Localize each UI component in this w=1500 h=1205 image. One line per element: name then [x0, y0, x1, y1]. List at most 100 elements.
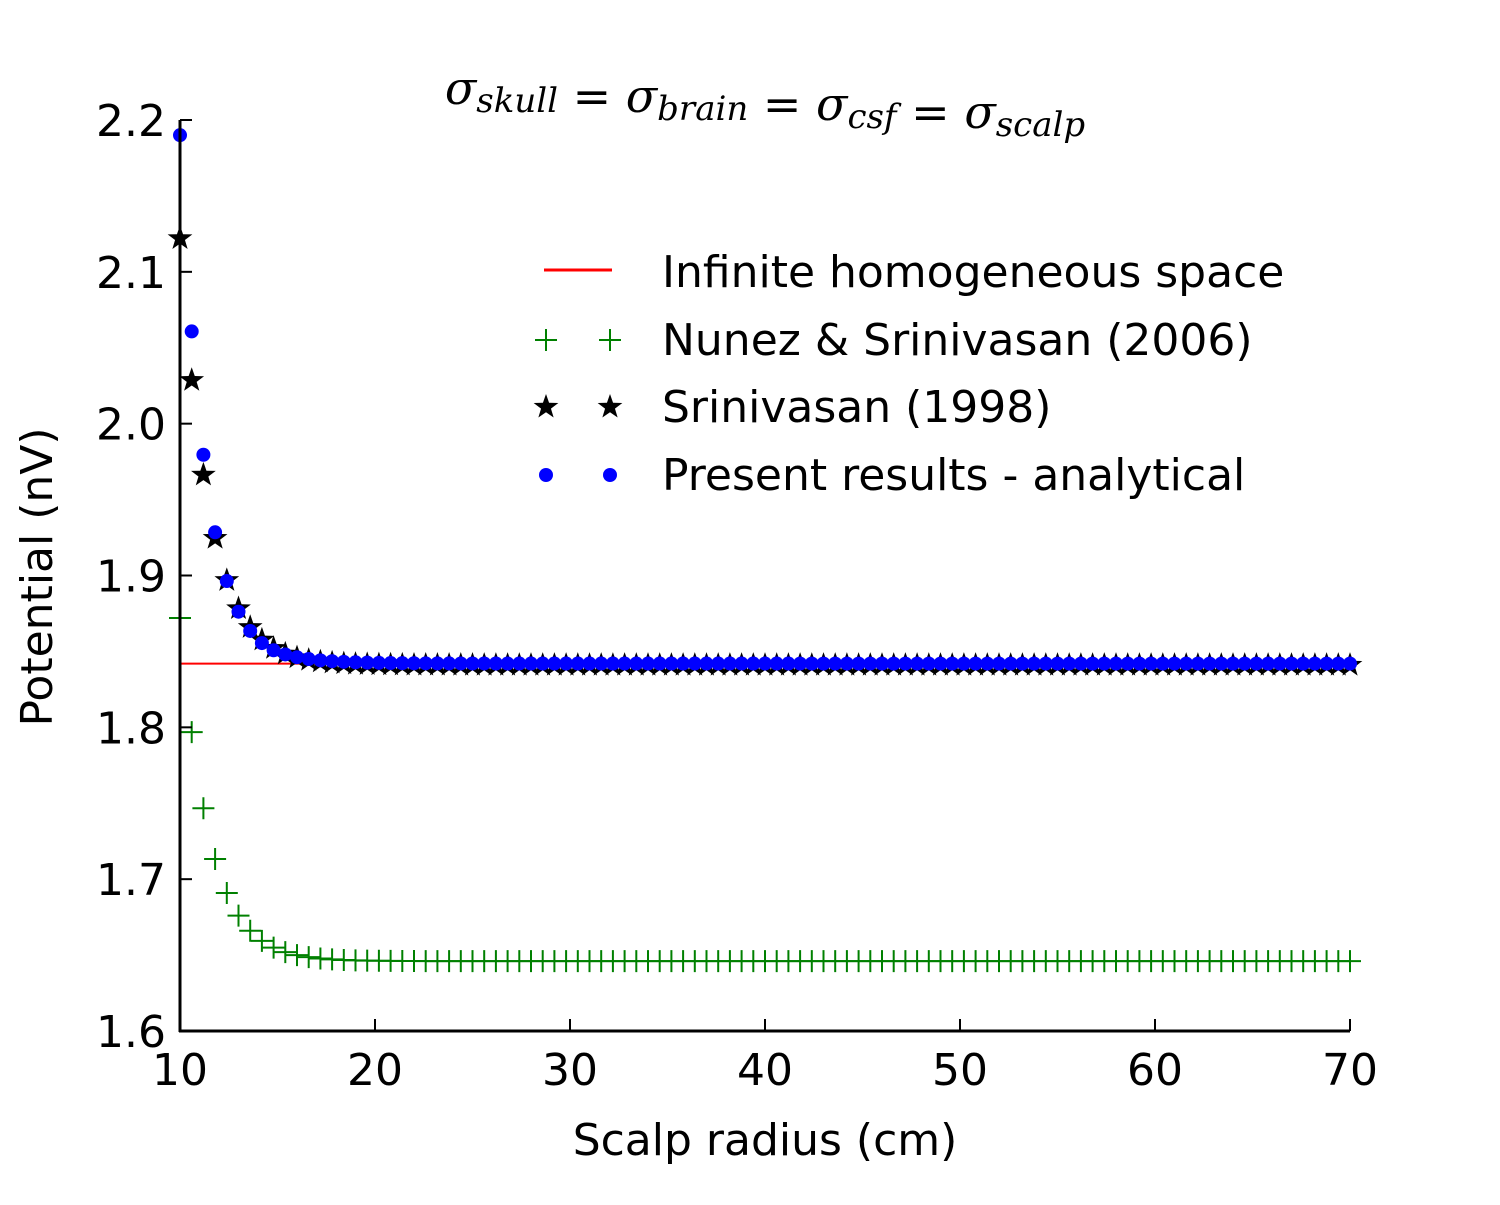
- series-1: [169, 607, 1361, 973]
- data-point: [1343, 656, 1357, 671]
- legend-swatch: [603, 468, 617, 482]
- data-point: [1214, 656, 1229, 671]
- legend-entry: Srinivasan (1998): [533, 382, 1051, 433]
- legend-label: Nunez & Srinivasan (2006): [662, 315, 1253, 366]
- legend-label: Present results - analytical: [662, 450, 1245, 501]
- data-point: [290, 650, 304, 665]
- data-point: [430, 656, 445, 671]
- data-point: [179, 367, 205, 391]
- data-point: [652, 656, 667, 671]
- x-tick-label: 60: [1127, 1045, 1183, 1096]
- data-point: [570, 656, 585, 671]
- data-point: [535, 656, 550, 671]
- data-point: [313, 653, 328, 668]
- data-point: [910, 656, 925, 671]
- data-point: [816, 656, 831, 671]
- data-point: [594, 656, 609, 671]
- y-tick-label: 1.7: [96, 855, 166, 906]
- data-point: [325, 654, 340, 669]
- data-point: [243, 623, 258, 638]
- data-point: [1073, 656, 1088, 671]
- data-point: [1003, 656, 1018, 671]
- legend-swatch: [599, 329, 621, 351]
- data-point: [898, 656, 913, 671]
- data-point: [1097, 656, 1112, 671]
- data-point: [547, 656, 562, 671]
- chart-title-text: σskull = σbrain = σcsf = σscalp: [445, 61, 1085, 145]
- legend-swatch: [597, 394, 623, 418]
- legend: Infinite homogeneous space Nunez & Sriniv…: [533, 247, 1284, 501]
- data-point: [793, 656, 808, 671]
- legend-swatch: [533, 394, 559, 418]
- data-point: [687, 656, 702, 671]
- y-tick-label: 1.8: [96, 703, 166, 754]
- data-point: [617, 656, 632, 671]
- data-point: [286, 944, 308, 967]
- data-point: [769, 656, 784, 671]
- data-point: [1038, 656, 1053, 671]
- x-tick-label: 30: [542, 1045, 598, 1096]
- data-point: [605, 656, 620, 671]
- data-point: [1190, 656, 1205, 671]
- data-point: [1284, 656, 1299, 671]
- data-point: [488, 656, 503, 671]
- x-tick-label: 10: [152, 1045, 208, 1096]
- data-point: [828, 656, 843, 671]
- data-point: [1085, 656, 1100, 671]
- data-point: [722, 656, 737, 671]
- legend-label: Srinivasan (1998): [662, 382, 1051, 433]
- data-point: [1272, 656, 1287, 671]
- data-point: [192, 797, 215, 820]
- data-point: [524, 656, 538, 671]
- data-point: [851, 656, 866, 671]
- legend-entry: Nunez & Srinivasan (2006): [535, 315, 1253, 366]
- data-point: [1237, 656, 1252, 671]
- data-point: [992, 656, 1006, 671]
- x-axis-label: Scalp radius (cm): [573, 1115, 958, 1166]
- data-point: [348, 655, 363, 670]
- data-point: [1226, 656, 1240, 671]
- data-point: [968, 656, 983, 671]
- data-point: [746, 656, 761, 671]
- data-point: [582, 656, 597, 671]
- data-point: [839, 656, 854, 671]
- legend-entry: Infinite homogeneous space: [544, 247, 1284, 298]
- data-point: [1050, 656, 1065, 671]
- y-tick-label: 2.1: [96, 248, 166, 299]
- y-axis-label: Potential (nV): [12, 427, 63, 726]
- data-point: [500, 656, 515, 671]
- data-point: [266, 643, 281, 658]
- data-point: [629, 656, 644, 671]
- data-point: [1015, 656, 1030, 671]
- data-point: [641, 656, 655, 671]
- y-tick-label: 1.6: [96, 1007, 166, 1058]
- data-point: [781, 656, 796, 671]
- data-point: [465, 656, 480, 671]
- data-point: [956, 656, 971, 671]
- x-tick-label: 50: [932, 1045, 988, 1096]
- data-point: [250, 929, 273, 952]
- data-point: [758, 656, 772, 671]
- data-point: [1249, 656, 1264, 671]
- data-point: [360, 655, 375, 670]
- data-point: [1331, 656, 1346, 671]
- data-point: [863, 656, 878, 671]
- data-point: [301, 652, 316, 667]
- data-point: [395, 656, 410, 671]
- data-point: [227, 904, 250, 927]
- data-point: [1307, 656, 1322, 671]
- data-point: [1202, 656, 1217, 671]
- x-tick-label: 40: [737, 1045, 793, 1096]
- chart-title: σskull = σbrain = σcsf = σscalp: [445, 61, 1085, 145]
- data-point: [204, 848, 227, 871]
- data-point: [191, 461, 216, 486]
- data-point: [921, 656, 936, 671]
- data-point: [453, 656, 468, 671]
- data-point: [208, 525, 223, 540]
- data-point: [1109, 656, 1123, 671]
- data-point: [278, 647, 293, 662]
- data-point: [804, 656, 819, 671]
- data-point: [196, 447, 211, 462]
- data-point: [1120, 656, 1135, 671]
- data-point: [1132, 656, 1147, 671]
